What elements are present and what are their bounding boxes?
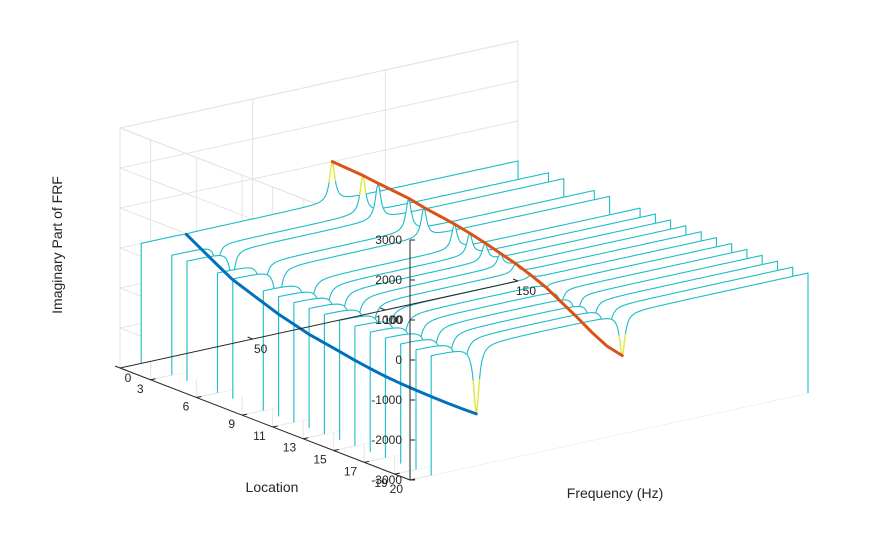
y-axis-title: Location bbox=[246, 479, 299, 495]
y-tick-label: 20 bbox=[390, 482, 404, 496]
y-axis-line bbox=[119, 367, 411, 481]
x-tick-label: 50 bbox=[254, 342, 268, 356]
z-tick-label: 0 bbox=[395, 353, 402, 367]
x-tick-label: 150 bbox=[516, 284, 536, 298]
mode-shape-line-1 bbox=[184, 232, 478, 416]
grid-line bbox=[119, 80, 519, 169]
x-tick bbox=[247, 336, 253, 340]
y-tick bbox=[364, 460, 370, 463]
y-tick bbox=[150, 378, 156, 381]
y-tick-label: 19 bbox=[374, 476, 388, 490]
x-axis-title: Frequency (Hz) bbox=[567, 485, 663, 501]
z-tick-label: 3000 bbox=[375, 233, 402, 247]
y-tick bbox=[242, 413, 248, 416]
y-tick bbox=[303, 437, 309, 440]
y-tick bbox=[333, 449, 339, 452]
box-edge bbox=[119, 40, 519, 129]
mode-shape-lines bbox=[184, 160, 624, 416]
x-axis-line bbox=[119, 280, 519, 369]
z-tick-label: -2000 bbox=[371, 433, 402, 447]
frf-traces bbox=[140, 159, 809, 476]
y-tick-label: 15 bbox=[313, 453, 327, 467]
z-tick-label: -1000 bbox=[371, 393, 402, 407]
z-axis-title: Imaginary Part of FRF bbox=[49, 176, 65, 314]
y-tick-label: 3 bbox=[137, 382, 144, 396]
x-tick bbox=[512, 278, 519, 282]
y-tick-label: 11 bbox=[253, 429, 266, 443]
x-tick-label: 100 bbox=[383, 313, 403, 327]
y-tick bbox=[272, 425, 278, 428]
z-tick-label: 1000 bbox=[375, 313, 402, 327]
y-tick bbox=[409, 478, 416, 481]
y-tick-label: 6 bbox=[183, 399, 190, 413]
mode-shape-line-2 bbox=[330, 160, 624, 358]
z-tick-label: 2000 bbox=[375, 273, 402, 287]
y-tick-label: 17 bbox=[344, 464, 358, 478]
y-tick-label: 13 bbox=[283, 441, 297, 455]
y-tick-label: 9 bbox=[228, 417, 235, 431]
y-tick bbox=[196, 395, 202, 398]
x-tick bbox=[380, 307, 386, 311]
x-tick-label: 0 bbox=[125, 371, 132, 385]
x-tick bbox=[114, 365, 121, 369]
z-tick-label: -3000 bbox=[371, 473, 402, 487]
y-tick bbox=[394, 472, 400, 475]
axes: -3000-2000-10000100020003000369111315171… bbox=[114, 233, 536, 496]
